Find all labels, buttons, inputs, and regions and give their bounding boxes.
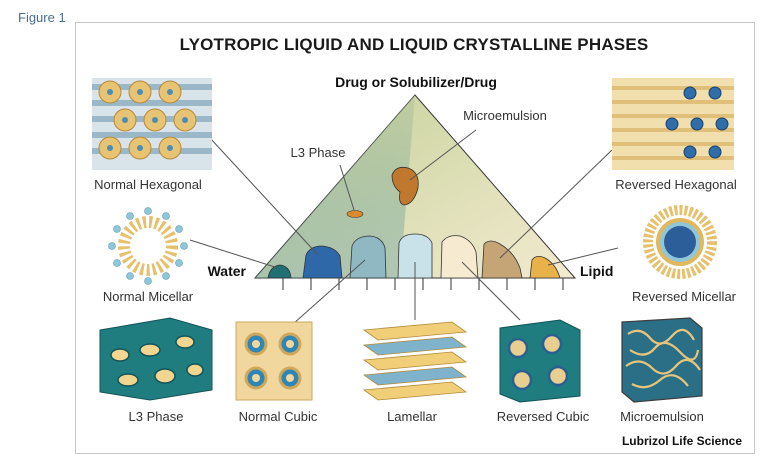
- phase-regions: [267, 166, 561, 279]
- caption-microemulsion: Microemulsion: [620, 409, 704, 424]
- caption-reversed-hexagonal: Reversed Hexagonal: [615, 177, 737, 192]
- caption-normal-hexagonal: Normal Hexagonal: [94, 177, 202, 192]
- region-reversed-cubic: [440, 235, 479, 279]
- reversed-cubic-illustration: [499, 319, 581, 403]
- normal-cubic-illustration: [235, 321, 313, 401]
- region-normal-hexagonal: [302, 245, 343, 279]
- region-reversed-hexagonal: [481, 240, 523, 279]
- lamellar-illustration: [362, 321, 468, 401]
- caption-normal-cubic: Normal Cubic: [239, 409, 318, 424]
- region-normal-micellar: [267, 264, 292, 279]
- inner-label-microemulsion: Microemulsion: [463, 108, 547, 123]
- region-reversed-micellar: [529, 256, 561, 279]
- caption-l3-phase: L3 Phase: [129, 409, 184, 424]
- credit-label: Lubrizol Life Science: [622, 434, 742, 448]
- reversed-micellar-illustration: [643, 205, 717, 279]
- microemulsion-illustration: [621, 317, 703, 403]
- normal-micellar-illustration: [108, 207, 188, 285]
- region-l3-phase: [346, 210, 364, 218]
- water-label: Water: [208, 263, 247, 279]
- apex-label: Drug or Solubilizer/Drug: [335, 74, 497, 90]
- region-microemulsion: [391, 166, 419, 206]
- normal-hexagonal-illustration: [92, 78, 212, 170]
- caption-reversed-cubic: Reversed Cubic: [497, 409, 590, 424]
- region-normal-cubic: [349, 235, 387, 279]
- leader-lines: [189, 129, 619, 341]
- inner-label-l3-phase: L3 Phase: [291, 145, 346, 160]
- figure-label: Figure 1: [18, 10, 66, 25]
- reversed-hexagonal-illustration: [612, 78, 734, 170]
- caption-normal-micellar: Normal Micellar: [103, 289, 194, 304]
- region-lamellar: [397, 233, 433, 279]
- caption-reversed-micellar: Reversed Micellar: [632, 289, 737, 304]
- caption-lamellar: Lamellar: [387, 409, 438, 424]
- lipid-label: Lipid: [580, 263, 613, 279]
- l3-phase-illustration: [99, 317, 213, 401]
- diagram-title: LYOTROPIC LIQUID AND LIQUID CRYSTALLINE …: [180, 35, 649, 54]
